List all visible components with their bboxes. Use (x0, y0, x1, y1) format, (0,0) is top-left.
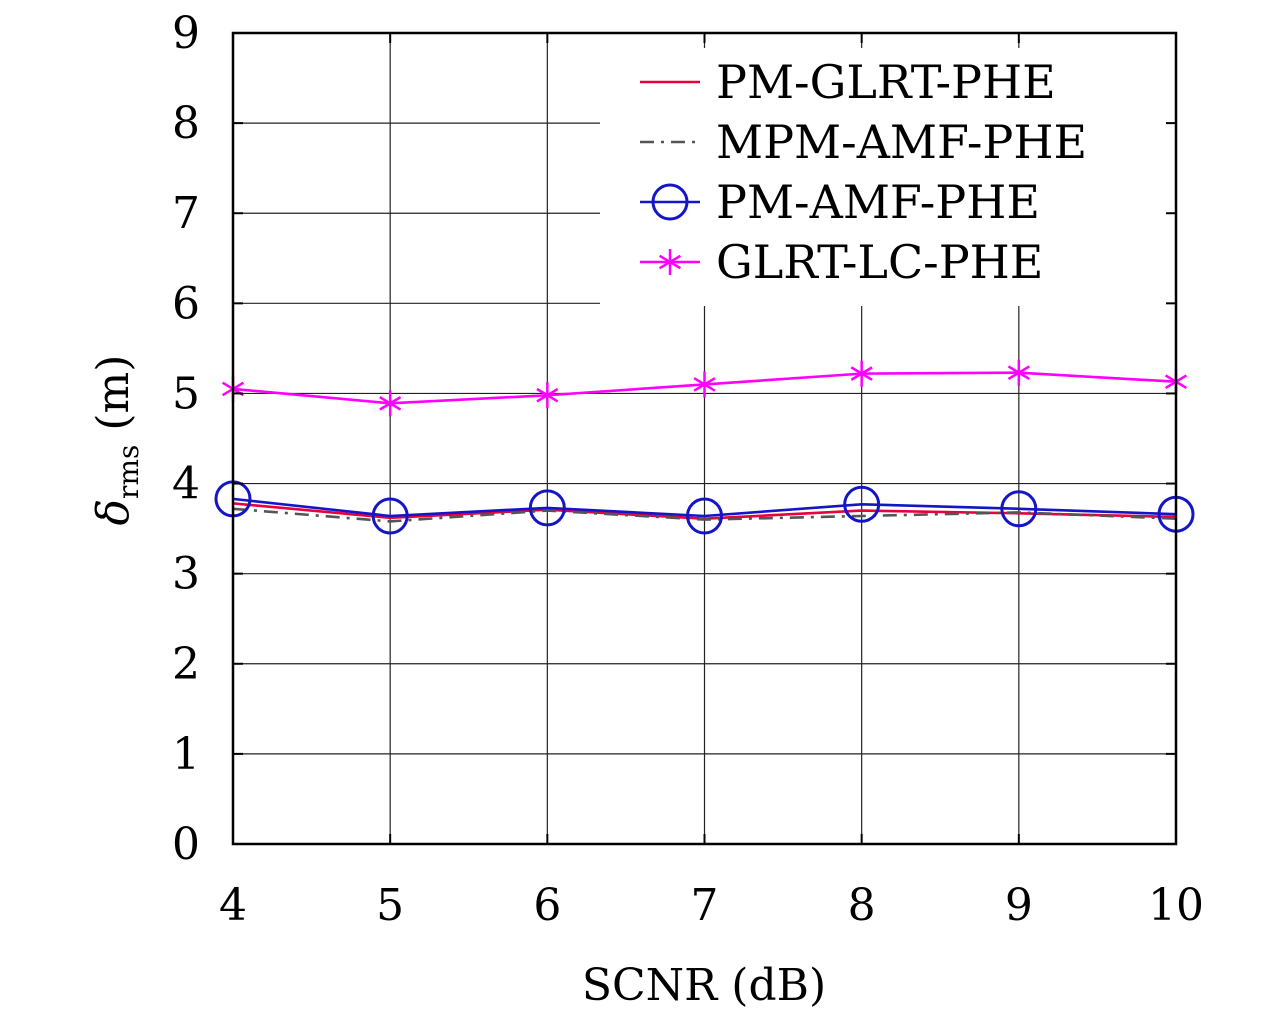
legend-label-pm-amf-phe: PM-AMF-PHE (716, 175, 1040, 229)
x-tick-label-10: 10 (1148, 880, 1204, 931)
x-tick-label-5: 5 (376, 880, 404, 931)
star-stroke (1007, 365, 1030, 381)
y-axis-title: δrms (m) (88, 355, 145, 526)
series-line-mpm-amf-phe (232, 507, 1177, 523)
y-tick-label-5: 5 (172, 368, 200, 419)
y-axis-subscript: rms (112, 445, 145, 499)
data-point-glrt-lc-phe-8 (850, 360, 873, 387)
y-axis-unit: (m) (88, 355, 139, 431)
star-stroke (693, 377, 716, 392)
x-tick-label-9: 9 (1005, 880, 1033, 931)
y-tick-label-9: 9 (172, 8, 200, 59)
y-tick-label-7: 7 (172, 188, 200, 239)
series-line-pm-amf-phe (232, 497, 1177, 518)
svg-text:δrms(m): δrms (m) (88, 355, 145, 526)
legend-label-glrt-lc-phe: GLRT-LC-PHE (716, 235, 1043, 289)
star-stroke (658, 254, 682, 270)
data-point-pm-amf-phe-6 (528, 489, 566, 527)
x-tick-label-7: 7 (691, 880, 719, 931)
y-tick-label-2: 2 (172, 639, 200, 690)
series-lines (214, 359, 1195, 535)
y-tick-label-6: 6 (172, 278, 200, 329)
legend-marker-pm-amf-phe (651, 183, 689, 221)
star-stroke (536, 387, 559, 403)
y-tick-label-1: 1 (172, 729, 200, 780)
x-tick-labels: 4 5 6 7 8 9 10 (219, 880, 1204, 931)
legend: PM-GLRT-PHE MPM-AMF-PHE PM-AMF-PHE GLRT-LC-… (600, 48, 1175, 306)
y-tick-labels: 0 1 2 3 4 5 6 7 8 9 (172, 8, 200, 870)
x-tick-label-4: 4 (219, 880, 247, 931)
data-point-glrt-lc-phe-6 (536, 382, 559, 409)
x-tick-label-8: 8 (848, 880, 876, 931)
star-stroke (379, 396, 402, 411)
data-point-pm-amf-phe-7 (686, 497, 723, 535)
data-point-glrt-lc-phe-5 (379, 390, 402, 417)
y-tick-label-8: 8 (172, 98, 200, 149)
x-tick-label-6: 6 (533, 880, 561, 931)
data-point-glrt-lc-phe-7 (693, 371, 716, 398)
data-point-pm-amf-phe-9 (1000, 490, 1038, 528)
y-tick-label-4: 4 (172, 459, 200, 510)
data-point-pm-amf-phe-5 (371, 497, 409, 535)
legend-label-pm-glrt-phe: PM-GLRT-PHE (716, 55, 1056, 109)
y-tick-label-3: 3 (172, 549, 200, 600)
y-tick-label-0: 0 (172, 819, 200, 870)
axes (231, 31, 1178, 846)
y-axis-symbol: δ (88, 499, 139, 526)
x-axis-title: SCNR (dB) (582, 960, 826, 1011)
data-point-pm-amf-phe-8 (843, 485, 881, 523)
star-stroke (850, 366, 873, 381)
legend-label-mpm-amf-phe: MPM-AMF-PHE (716, 115, 1087, 169)
data-point-glrt-lc-phe-9 (1007, 359, 1030, 386)
legend-marker-glrt-lc-phe (658, 249, 682, 275)
